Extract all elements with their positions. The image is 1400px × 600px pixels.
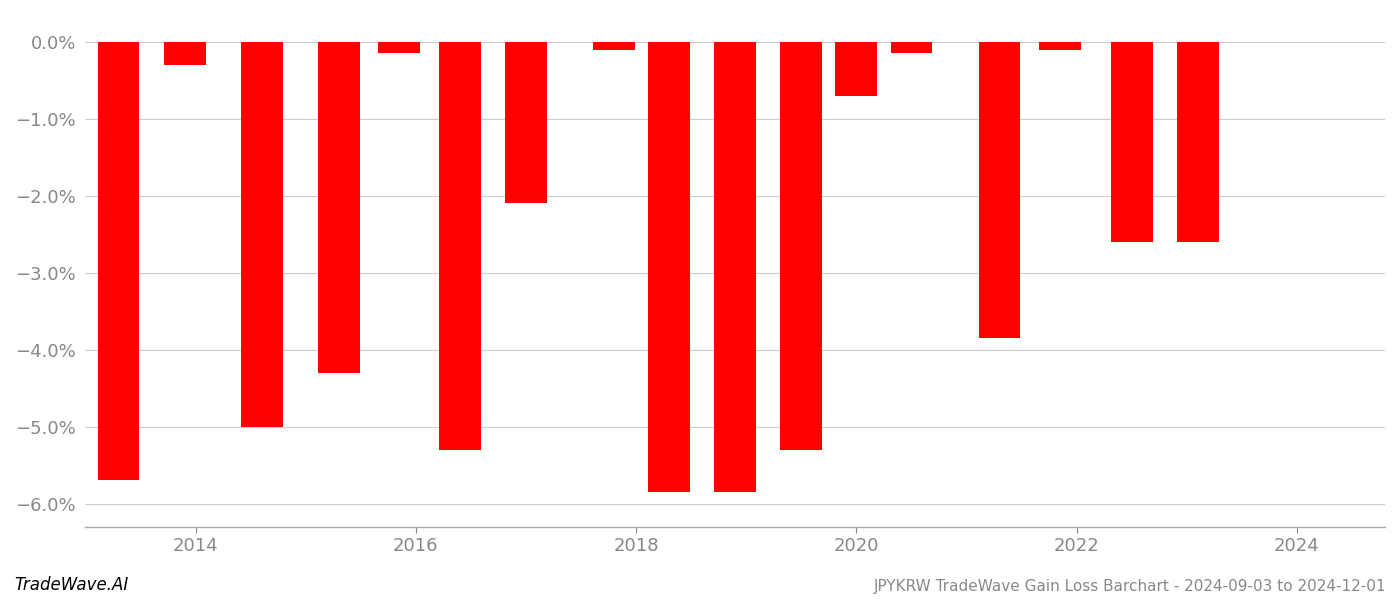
Bar (505, 42, 547, 203)
Bar (440, 42, 480, 449)
Bar (241, 42, 283, 427)
Bar (164, 42, 206, 65)
Bar (1177, 42, 1219, 242)
Bar (378, 42, 420, 53)
Bar (318, 42, 360, 373)
Bar (98, 42, 140, 481)
Bar (890, 42, 932, 53)
Bar (979, 42, 1021, 338)
Bar (1110, 42, 1152, 242)
Bar (780, 42, 822, 449)
Text: JPYKRW TradeWave Gain Loss Barchart - 2024-09-03 to 2024-12-01: JPYKRW TradeWave Gain Loss Barchart - 20… (874, 579, 1386, 594)
Bar (594, 42, 636, 50)
Bar (714, 42, 756, 492)
Bar (1039, 42, 1081, 50)
Text: TradeWave.AI: TradeWave.AI (14, 576, 129, 594)
Bar (648, 42, 690, 492)
Bar (836, 42, 878, 96)
